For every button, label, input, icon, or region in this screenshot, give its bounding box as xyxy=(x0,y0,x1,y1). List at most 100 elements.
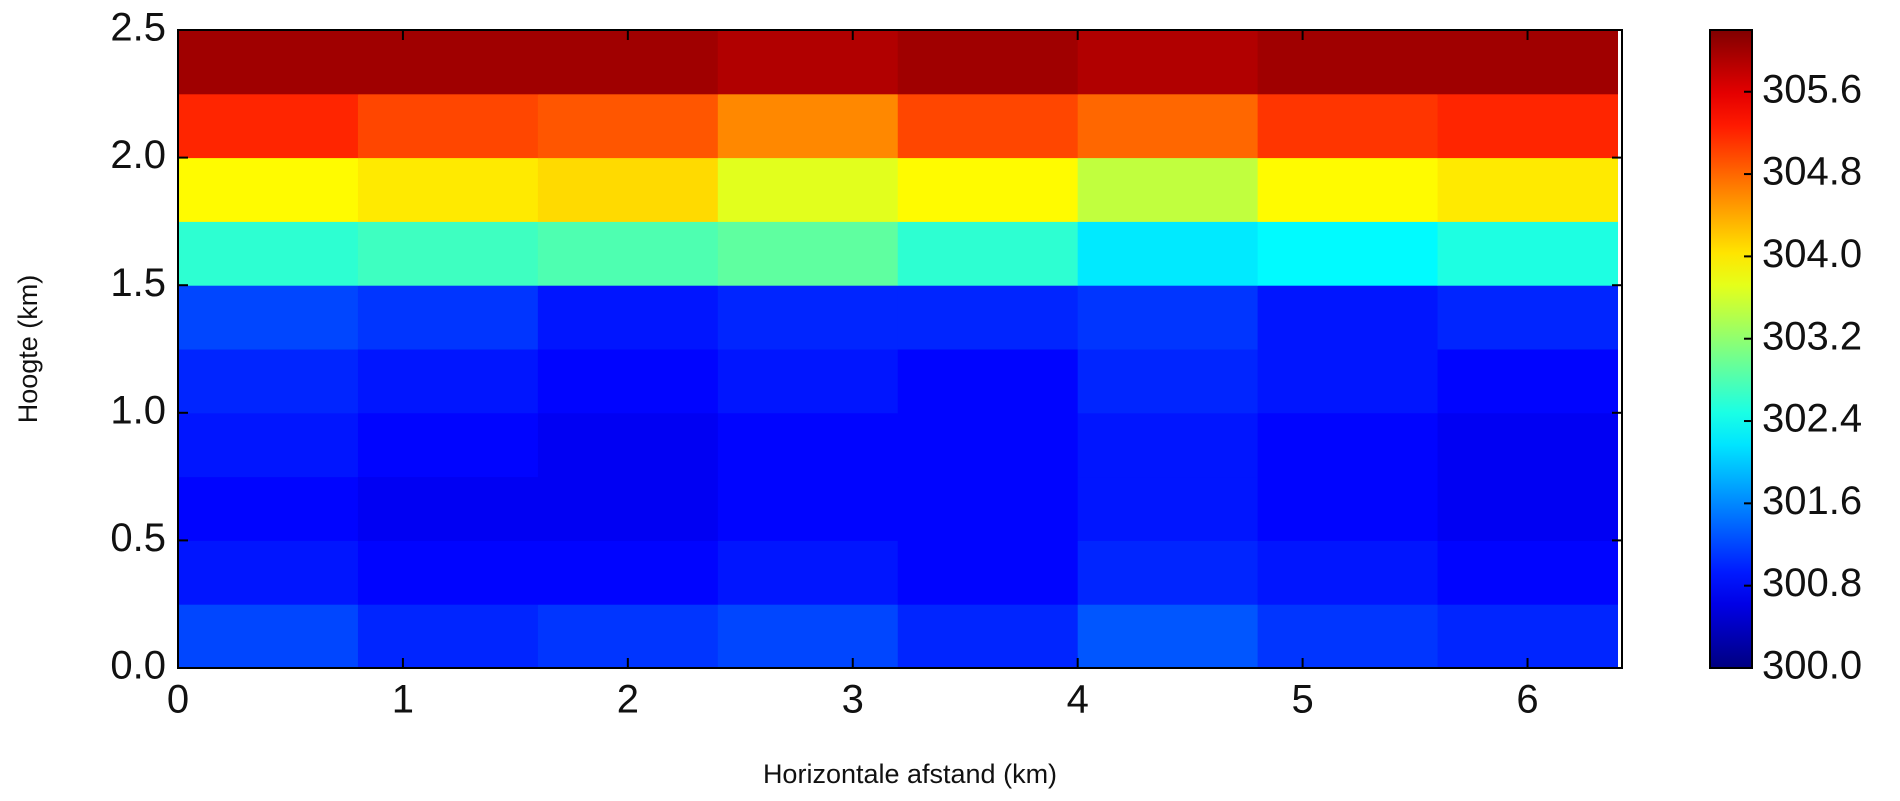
y-tick-label: 2.5 xyxy=(110,6,166,50)
heat-cell xyxy=(1257,540,1439,605)
heat-cell xyxy=(1437,285,1619,350)
x-axis-label: Horizontale afstand (km) xyxy=(763,759,1057,789)
heat-cell xyxy=(357,349,539,414)
heat-cell xyxy=(537,221,719,286)
heat-cell xyxy=(1077,540,1259,605)
heat-cell xyxy=(1077,157,1259,222)
x-tick-label: 1 xyxy=(392,678,414,722)
heat-cell xyxy=(717,604,899,669)
heat-cell xyxy=(1077,285,1259,350)
heat-cell xyxy=(717,476,899,541)
heat-cell xyxy=(897,157,1079,222)
heat-cell xyxy=(1437,30,1619,95)
heat-cell xyxy=(717,93,899,159)
heat-cell xyxy=(1437,412,1619,478)
x-tick-label: 3 xyxy=(842,678,864,722)
y-tick-label: 0.0 xyxy=(110,644,166,688)
heat-cell xyxy=(178,285,359,350)
heat-cell xyxy=(1437,221,1619,286)
heat-cell xyxy=(357,285,539,350)
heat-cell xyxy=(717,30,899,95)
heat-cell xyxy=(178,221,359,286)
y-tick-label: 2.0 xyxy=(110,133,166,177)
heat-cell xyxy=(1257,412,1439,478)
heat-cell xyxy=(1257,476,1439,541)
heat-cell xyxy=(717,412,899,478)
colorbar-tick-label: 304.8 xyxy=(1762,150,1862,194)
heat-cell xyxy=(1077,349,1259,414)
colorbar-tick-label: 300.0 xyxy=(1762,644,1862,688)
heat-cell xyxy=(537,157,719,222)
heat-cell xyxy=(357,93,539,159)
y-axis-label: Hoogte (km) xyxy=(13,275,43,424)
heat-cell xyxy=(717,221,899,286)
heat-cell xyxy=(357,540,539,605)
heat-cell xyxy=(1257,30,1439,95)
heat-cell xyxy=(537,30,719,95)
heat-cell xyxy=(178,93,359,159)
heat-cell xyxy=(1257,157,1439,222)
colorbar-tick-label: 303.2 xyxy=(1762,314,1862,358)
colorbar xyxy=(1709,29,1753,669)
heat-cell xyxy=(178,540,359,605)
heat-cell xyxy=(1077,221,1259,286)
heat-cell xyxy=(1257,93,1439,159)
heat-cell xyxy=(1077,30,1259,95)
heat-cell xyxy=(537,476,719,541)
heat-cell xyxy=(1077,604,1259,669)
heat-cell xyxy=(897,540,1079,605)
x-tick-label: 4 xyxy=(1067,678,1089,722)
y-tick-label: 0.5 xyxy=(110,516,166,560)
heat-cell xyxy=(1077,476,1259,541)
colorbar-tick-label: 302.4 xyxy=(1762,397,1862,441)
heat-cell xyxy=(357,221,539,286)
heat-cell xyxy=(357,30,539,95)
heat-cell xyxy=(1437,604,1619,669)
heat-cell xyxy=(537,540,719,605)
heat-cell xyxy=(537,93,719,159)
heat-cell xyxy=(537,285,719,350)
heat-cell xyxy=(897,93,1079,159)
heat-cell xyxy=(1257,285,1439,350)
heat-cell xyxy=(537,412,719,478)
heat-cell xyxy=(897,604,1079,669)
heat-cell xyxy=(897,221,1079,286)
x-tick-label: 5 xyxy=(1291,678,1313,722)
colorbar-tick-label: 305.6 xyxy=(1762,67,1862,111)
heat-cell xyxy=(717,349,899,414)
heat-cell xyxy=(178,476,359,541)
heat-cell xyxy=(1437,540,1619,605)
heat-cell xyxy=(1437,157,1619,222)
heat-cell xyxy=(1437,93,1619,159)
x-tick-label: 0 xyxy=(167,678,189,722)
heat-cell xyxy=(178,604,359,669)
plot-frame xyxy=(177,29,1623,669)
heat-cell xyxy=(357,476,539,541)
x-tick-label: 2 xyxy=(617,678,639,722)
heat-cell xyxy=(897,412,1079,478)
heat-cell xyxy=(178,412,359,478)
heat-cell xyxy=(357,604,539,669)
y-tick-label: 1.5 xyxy=(110,261,166,305)
heat-cell xyxy=(1077,412,1259,478)
colorbar-tick-label: 301.6 xyxy=(1762,479,1862,523)
heat-cell xyxy=(897,285,1079,350)
y-tick-label: 1.0 xyxy=(110,388,166,432)
heat-cell xyxy=(1437,476,1619,541)
heat-cell xyxy=(717,157,899,222)
heat-cell xyxy=(1437,349,1619,414)
heat-cell xyxy=(717,540,899,605)
heat-cell xyxy=(178,30,359,95)
heat-cell xyxy=(1077,93,1259,159)
heat-cell xyxy=(537,604,719,669)
heat-cell xyxy=(357,412,539,478)
heat-cell xyxy=(1257,221,1439,286)
heat-cell xyxy=(178,349,359,414)
heat-cell xyxy=(537,349,719,414)
heat-cell xyxy=(897,30,1079,95)
heat-cell xyxy=(357,157,539,222)
x-tick-label: 6 xyxy=(1516,678,1538,722)
heatmap xyxy=(178,30,1619,669)
heat-cell xyxy=(178,157,359,222)
